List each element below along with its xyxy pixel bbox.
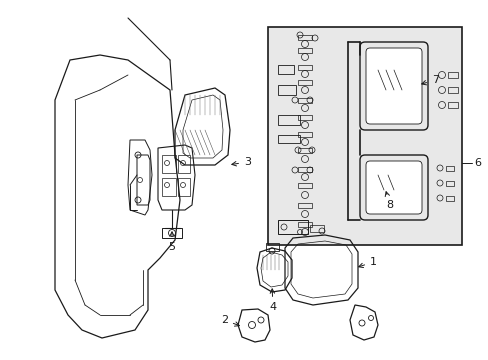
Bar	[278, 220, 307, 234]
Text: 4: 4	[269, 289, 276, 312]
Bar	[265, 243, 279, 251]
Bar	[297, 35, 311, 40]
Bar	[278, 135, 299, 143]
Bar	[297, 183, 311, 188]
Bar	[297, 203, 311, 208]
Bar	[309, 225, 324, 232]
Bar	[297, 222, 311, 227]
Bar	[297, 65, 311, 70]
FancyBboxPatch shape	[365, 161, 421, 214]
Bar	[162, 228, 182, 238]
Bar	[278, 115, 299, 125]
Bar	[162, 155, 176, 173]
Text: 6: 6	[473, 158, 480, 168]
Bar	[297, 80, 311, 85]
Text: 8: 8	[385, 192, 393, 210]
FancyBboxPatch shape	[365, 48, 421, 124]
Bar	[297, 115, 311, 120]
Bar	[297, 148, 311, 153]
Bar	[267, 27, 461, 245]
Text: 7: 7	[421, 75, 438, 85]
Bar	[445, 181, 453, 186]
Bar	[278, 65, 293, 74]
Bar	[447, 87, 457, 93]
Bar	[445, 196, 453, 201]
Bar	[447, 102, 457, 108]
Text: 1: 1	[358, 257, 376, 267]
Bar	[297, 167, 311, 172]
Bar	[178, 155, 190, 173]
Bar	[162, 178, 176, 196]
Bar	[297, 48, 311, 53]
Bar	[297, 132, 311, 137]
Text: 5: 5	[168, 232, 175, 252]
Text: 2: 2	[221, 315, 239, 326]
Bar	[445, 166, 453, 171]
Bar	[297, 98, 311, 103]
Bar	[447, 72, 457, 78]
Bar	[278, 85, 295, 95]
Bar	[178, 178, 190, 196]
Text: 3: 3	[231, 157, 250, 167]
